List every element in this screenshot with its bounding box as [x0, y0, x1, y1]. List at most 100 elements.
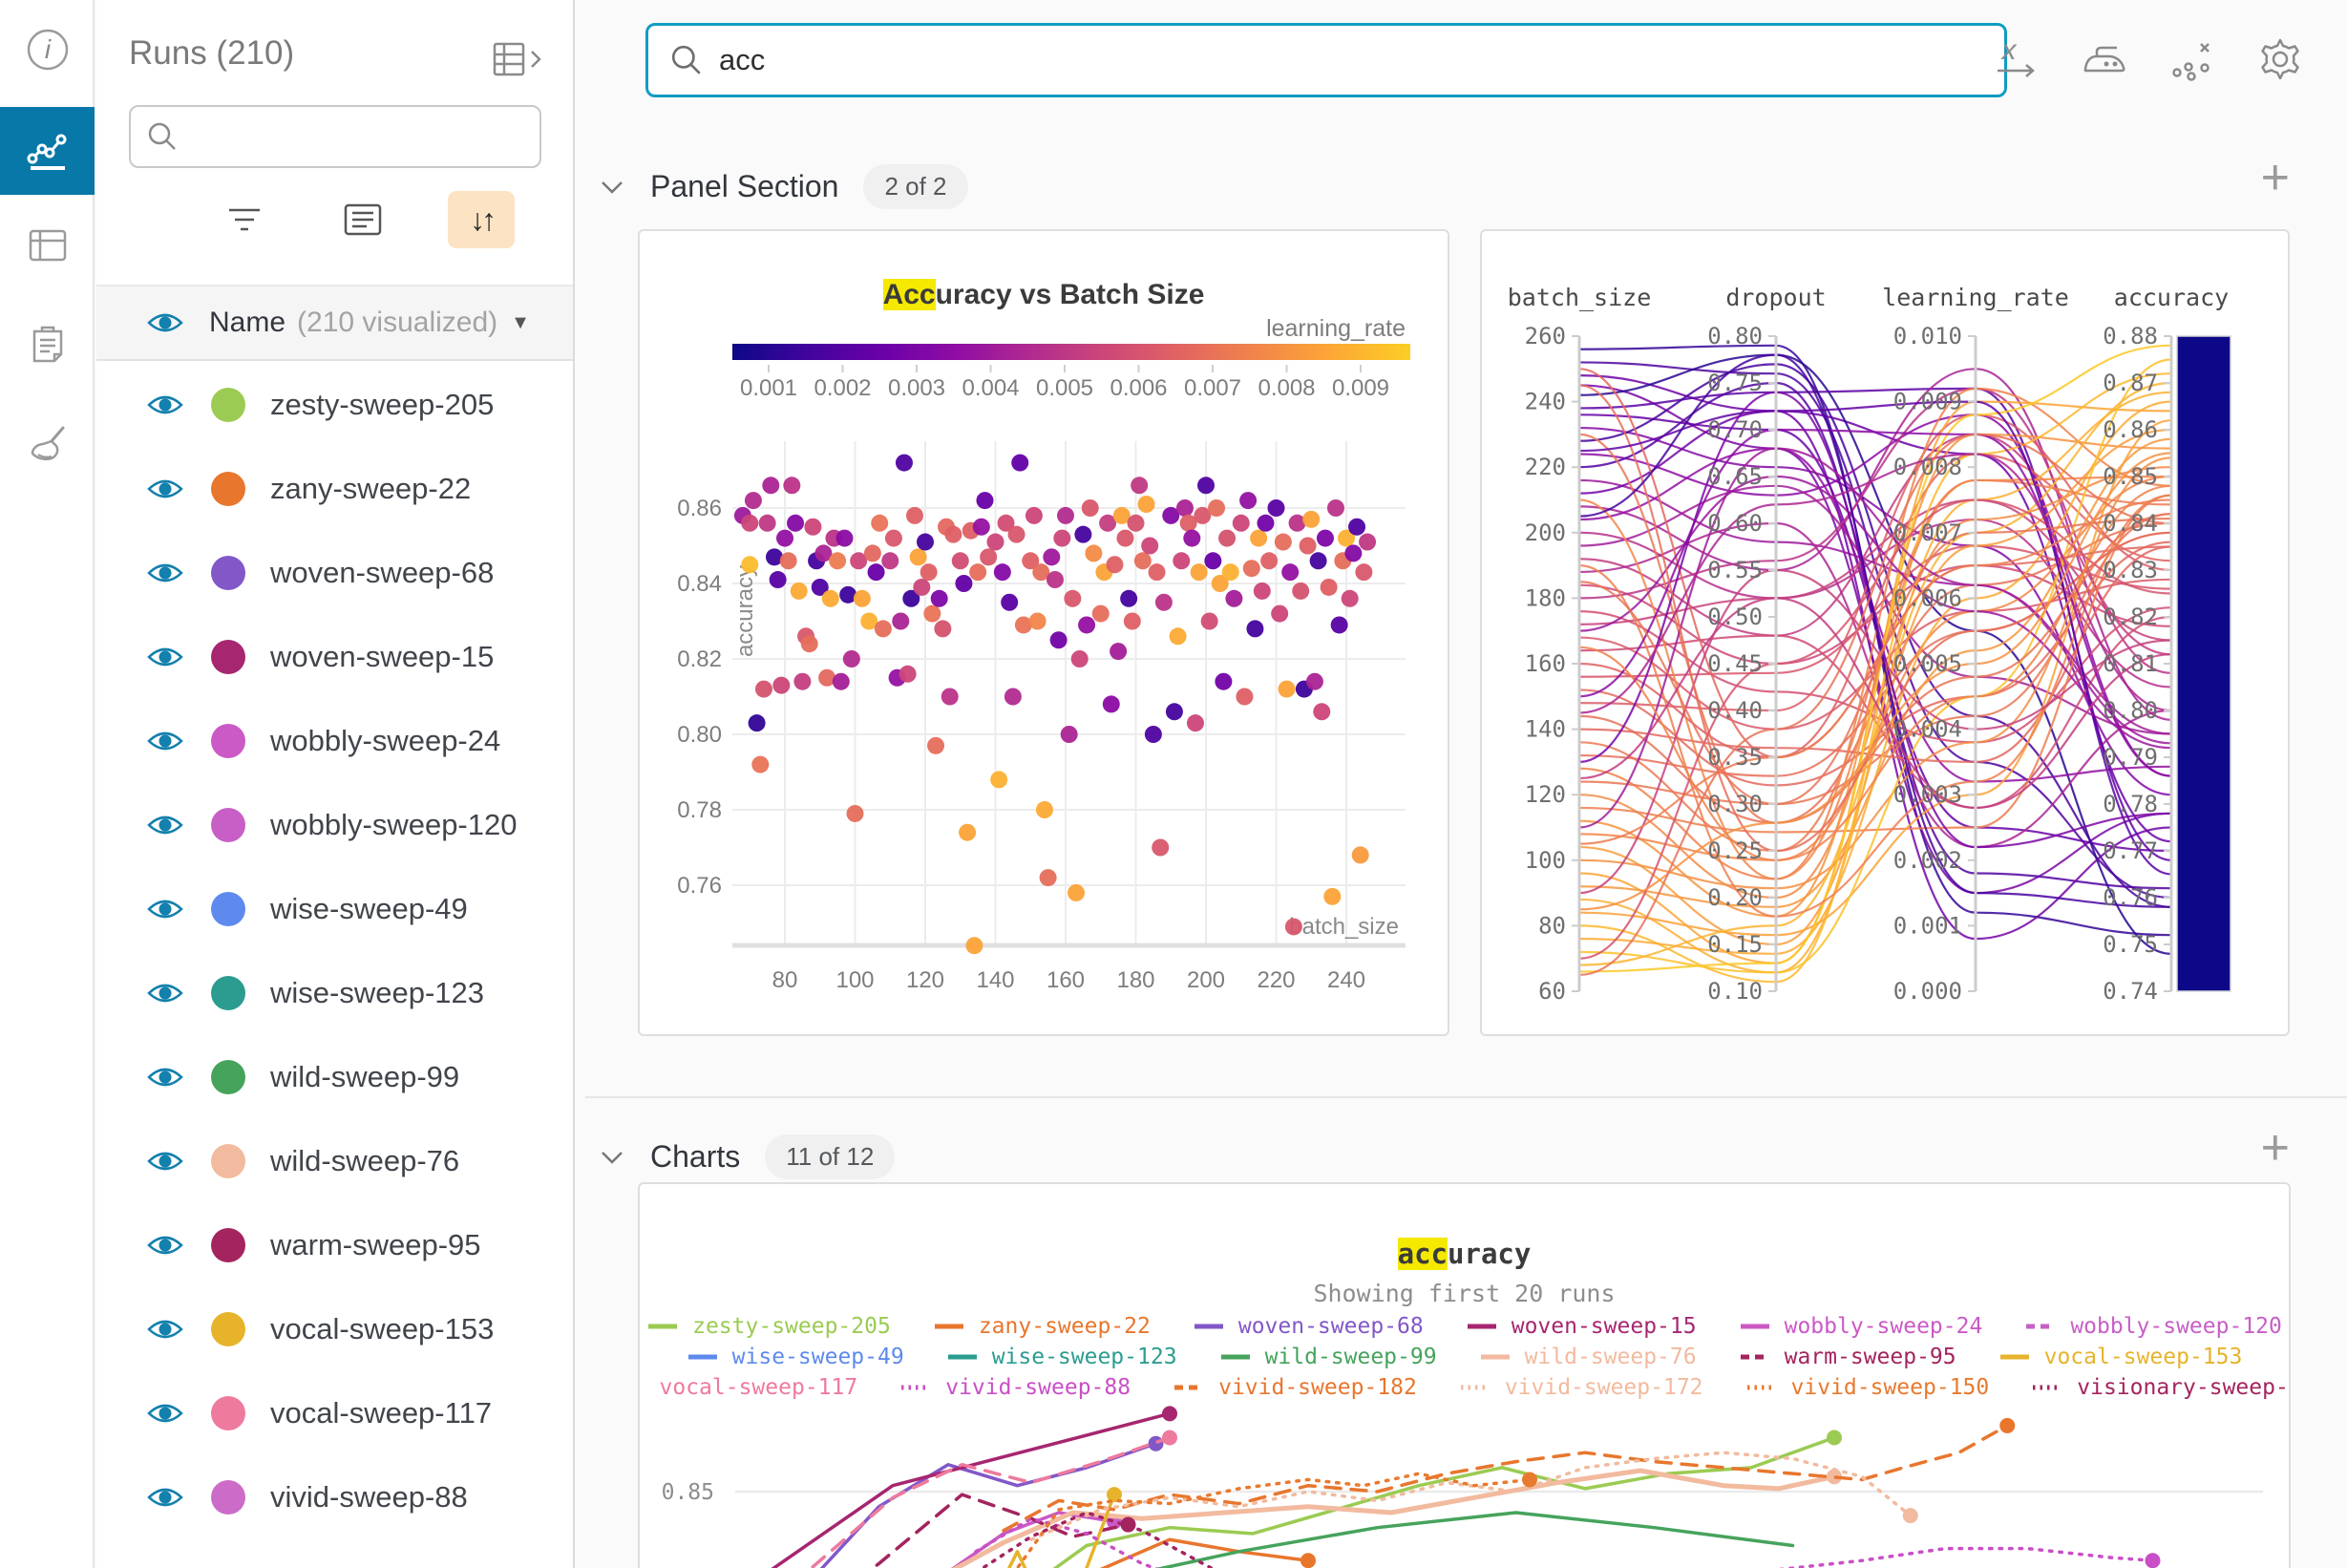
run-row[interactable]: wobbly-sweep-120: [96, 783, 573, 867]
svg-text:0.45: 0.45: [1707, 650, 1763, 677]
runs-name-column-header[interactable]: Name (210 visualized) ▼: [96, 285, 573, 361]
svg-text:learning_rate: learning_rate: [1882, 284, 2069, 311]
eye-icon[interactable]: [146, 1317, 184, 1342]
run-name[interactable]: wobbly-sweep-120: [270, 808, 518, 841]
runs-search-input[interactable]: [190, 121, 515, 152]
run-row[interactable]: wild-sweep-76: [96, 1119, 573, 1203]
eye-icon[interactable]: [146, 1149, 184, 1174]
legend-item[interactable]: zany-sweep-22: [933, 1314, 1151, 1339]
run-row[interactable]: woven-sweep-68: [96, 531, 573, 615]
table-chevron-icon: [493, 42, 541, 76]
run-row[interactable]: vocal-sweep-153: [96, 1287, 573, 1371]
line-chart-plot[interactable]: 0.85: [640, 1402, 2289, 1568]
legend-item[interactable]: wild-sweep-99: [1219, 1345, 1437, 1369]
eye-icon[interactable]: [146, 813, 184, 837]
add-panel-button[interactable]: +: [2260, 150, 2290, 205]
legend-item[interactable]: vivid-sweep-88: [899, 1375, 1131, 1400]
smoothing-settings-button[interactable]: [2078, 32, 2131, 86]
legend-item[interactable]: woven-sweep-68: [1193, 1314, 1424, 1339]
run-name[interactable]: woven-sweep-68: [270, 556, 495, 589]
svg-text:0.85: 0.85: [662, 1480, 714, 1505]
run-row[interactable]: wise-sweep-49: [96, 867, 573, 951]
eye-icon[interactable]: [146, 1233, 184, 1258]
legend-item[interactable]: wise-sweep-49: [687, 1345, 904, 1369]
eye-icon[interactable]: [146, 1065, 184, 1090]
panel-search-box[interactable]: [645, 23, 2007, 97]
legend-item[interactable]: wise-sweep-123: [946, 1345, 1177, 1369]
eye-icon[interactable]: [146, 392, 184, 417]
accuracy-line-chart-card[interactable]: accuracy Showing first 20 runs zesty-swe…: [638, 1182, 2291, 1568]
run-name[interactable]: zesty-sweep-205: [270, 388, 495, 421]
charts-section-header[interactable]: Charts 11 of 12: [599, 1134, 896, 1179]
sweeps-tab-icon[interactable]: [0, 401, 95, 489]
learning-rate-colorbar[interactable]: [732, 344, 1410, 360]
panel-section-header[interactable]: Panel Section 2 of 2: [599, 164, 968, 209]
run-name[interactable]: wobbly-sweep-24: [270, 724, 501, 757]
legend-item[interactable]: vivid-sweep-182: [1173, 1375, 1417, 1400]
run-name[interactable]: vivid-sweep-88: [270, 1480, 468, 1514]
run-name[interactable]: wild-sweep-99: [270, 1060, 460, 1093]
run-row[interactable]: woven-sweep-15: [96, 615, 573, 699]
legend-item[interactable]: visionary-sweep-31: [2031, 1375, 2289, 1400]
info-icon[interactable]: i: [0, 6, 95, 94]
logs-tab-icon[interactable]: [0, 300, 95, 388]
svg-text:0.15: 0.15: [1707, 931, 1763, 958]
runs-search-box[interactable]: [129, 105, 541, 168]
run-row[interactable]: wild-sweep-99: [96, 1035, 573, 1119]
group-button[interactable]: [329, 191, 396, 248]
eye-icon[interactable]: [146, 310, 184, 335]
scatter-panel-card[interactable]: Accuracy vs Batch Size learning_rate 0.0…: [638, 229, 1449, 1036]
parallel-coords-panel-card[interactable]: batch_size 60 80 100 120 140 160 180 200 220 240 26…: [1480, 229, 2290, 1036]
run-name[interactable]: wild-sweep-76: [270, 1144, 460, 1177]
eye-icon[interactable]: [146, 477, 184, 501]
legend-item[interactable]: zesty-sweep-205: [646, 1314, 891, 1339]
run-name[interactable]: warm-sweep-95: [270, 1228, 481, 1261]
settings-button[interactable]: [2253, 32, 2307, 86]
eye-icon[interactable]: [146, 981, 184, 1006]
x-axis-settings-button[interactable]: x: [1990, 32, 2043, 86]
run-row[interactable]: warm-sweep-95: [96, 1203, 573, 1287]
scatter-plot[interactable]: 0.001 0.002 0.003 0.004 0.005 0.006 0.007 0.008…: [640, 365, 1448, 1036]
run-name[interactable]: woven-sweep-15: [270, 640, 495, 673]
run-name[interactable]: wise-sweep-49: [270, 892, 468, 925]
legend-item[interactable]: wild-sweep-76: [1479, 1345, 1697, 1369]
svg-text:0.75: 0.75: [2103, 931, 2158, 958]
eye-icon[interactable]: [146, 729, 184, 753]
runs-table-tab-icon[interactable]: [0, 202, 95, 290]
legend-item[interactable]: woven-sweep-15: [1466, 1314, 1697, 1339]
run-row[interactable]: wobbly-sweep-24: [96, 699, 573, 783]
eye-icon[interactable]: [146, 1485, 184, 1510]
run-row[interactable]: wise-sweep-123: [96, 951, 573, 1035]
outliers-settings-button[interactable]: [2166, 32, 2219, 86]
legend-item[interactable]: wobbly-sweep-120: [2024, 1314, 2282, 1339]
panel-search-input[interactable]: [719, 43, 1865, 77]
filter-button[interactable]: [211, 191, 278, 248]
run-row[interactable]: vivid-sweep-88: [96, 1455, 573, 1539]
eye-icon[interactable]: [146, 1401, 184, 1426]
svg-text:0.004: 0.004: [1893, 716, 1962, 743]
run-row[interactable]: zesty-sweep-205: [96, 363, 573, 447]
eye-icon[interactable]: [146, 645, 184, 669]
svg-text:180: 180: [1116, 967, 1154, 993]
legend-item[interactable]: warm-sweep-95: [1739, 1345, 1956, 1369]
run-name[interactable]: vocal-sweep-153: [270, 1312, 495, 1346]
run-name[interactable]: vocal-sweep-117: [270, 1396, 493, 1430]
svg-text:0.002: 0.002: [1893, 847, 1962, 874]
legend-item[interactable]: vivid-sweep-150: [1745, 1375, 1989, 1400]
legend-item[interactable]: vocal-sweep-117: [640, 1375, 857, 1400]
workspace-tab-icon[interactable]: [0, 107, 95, 195]
expand-runs-table-button[interactable]: [489, 38, 548, 85]
legend-item[interactable]: wobbly-sweep-24: [1739, 1314, 1982, 1339]
run-row[interactable]: vocal-sweep-117: [96, 1371, 573, 1455]
run-name[interactable]: zany-sweep-22: [270, 472, 472, 505]
legend-item[interactable]: vocal-sweep-153: [1998, 1345, 2242, 1369]
sort-button[interactable]: ↓↑: [448, 191, 515, 248]
add-chart-button[interactable]: +: [2260, 1120, 2290, 1176]
legend-item[interactable]: vivid-sweep-172: [1459, 1375, 1703, 1400]
parallel-coordinates-plot[interactable]: batch_size 60 80 100 120 140 160 180 200 220 240 26…: [1482, 231, 2288, 1034]
eye-icon[interactable]: [146, 561, 184, 585]
run-row[interactable]: zany-sweep-22: [96, 447, 573, 531]
run-name[interactable]: wise-sweep-123: [270, 976, 484, 1009]
eye-icon[interactable]: [146, 897, 184, 922]
